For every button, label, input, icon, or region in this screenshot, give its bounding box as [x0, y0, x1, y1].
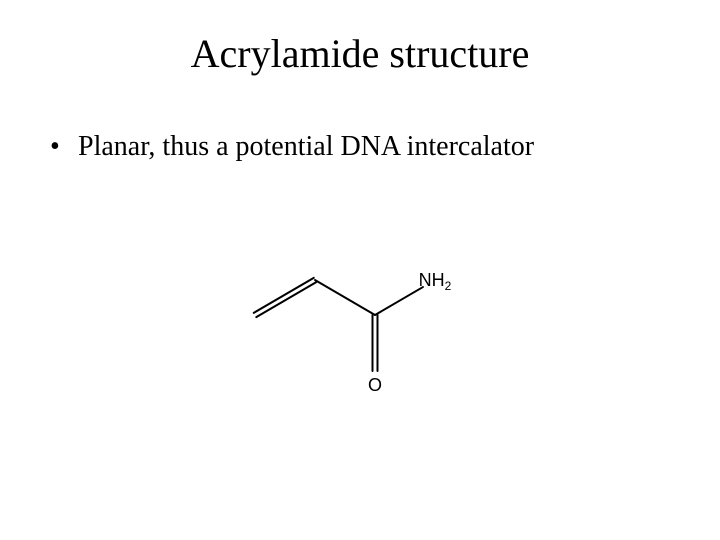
- bullet-item: • Planar, thus a potential DNA intercala…: [50, 130, 534, 164]
- slide: Acrylamide structure • Planar, thus a po…: [0, 0, 720, 540]
- chemical-structure: NH2 O: [240, 250, 500, 430]
- svg-text:O: O: [368, 375, 382, 395]
- slide-title: Acrylamide structure: [0, 30, 720, 77]
- bullet-marker: •: [50, 130, 78, 164]
- svg-text:NH2: NH2: [419, 270, 452, 293]
- structure-svg: NH2 O: [240, 250, 500, 430]
- bullet-text: Planar, thus a potential DNA intercalato…: [78, 130, 534, 164]
